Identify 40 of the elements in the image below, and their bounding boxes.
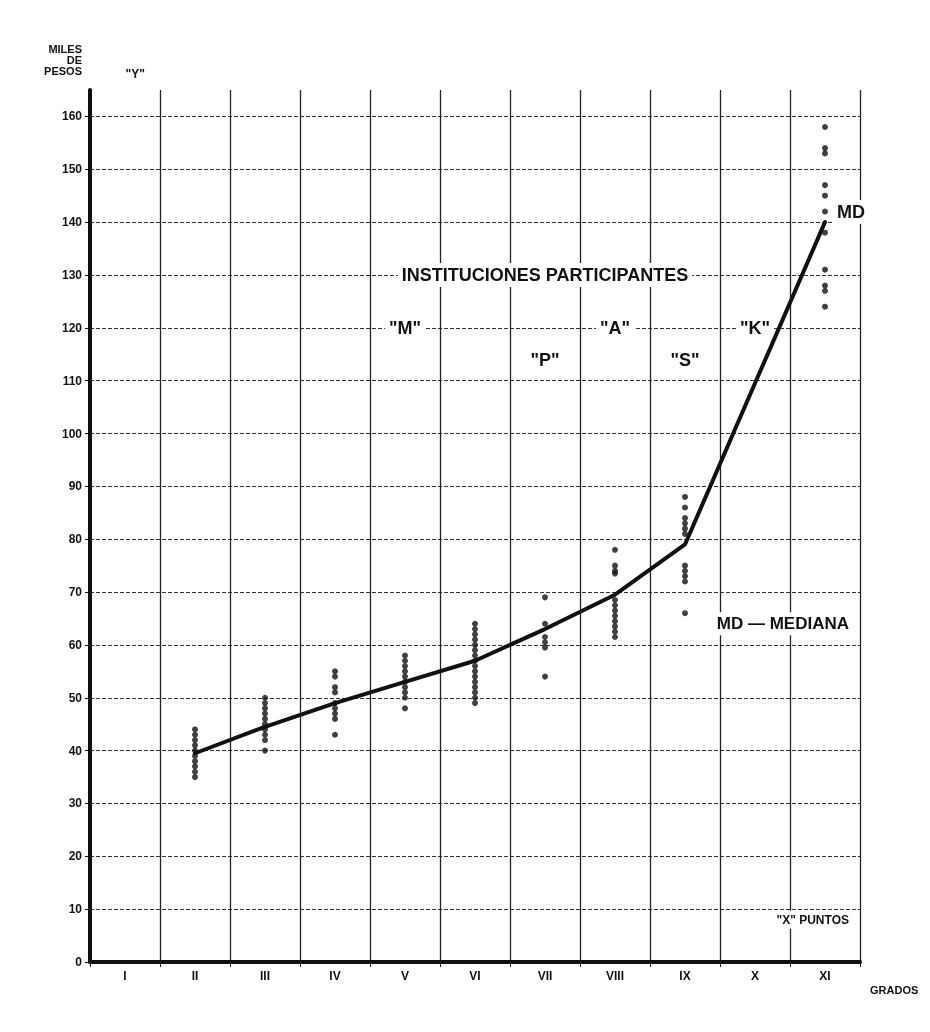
annotation: "S" [670,349,700,370]
y-tick-label: 0 [75,955,83,969]
x-tick-label: VII [537,969,553,983]
x-tick-label: IX [679,969,691,983]
annotation: "P" [530,349,560,370]
x-tick-label: III [259,969,271,983]
y-tick-label: 40 [68,743,83,758]
x-tick-label: VIII [605,969,625,983]
annotation: MD [837,202,865,223]
y-tick-label: 70 [68,585,83,600]
y-tick-label: 120 [61,320,83,335]
annotation: "K" [739,317,771,338]
y-tick-label: 90 [68,479,83,494]
y-tick-label: 20 [68,849,83,864]
y-tick-label: 150 [61,162,83,177]
x-tick-label: IV [329,969,341,983]
y-tick-label: 50 [68,690,83,705]
y-tick-label: 60 [68,637,83,652]
annotation: MD — MEDIANA [716,614,849,634]
y-tick-label: 100 [61,426,83,441]
annotation: INSTITUCIONES PARTICIPANTES [401,264,689,285]
annotation: "A" [599,317,631,338]
x-tick-label: XI [819,969,831,983]
x-tick-label: X [750,969,760,983]
x-tick-label: V [400,969,410,983]
y-tick-label: 110 [62,373,83,388]
x-axis-title: GRADOS [870,983,919,996]
x-tick-label: VI [469,969,481,983]
x-tick-label: I [123,969,127,983]
annotation: "M" [388,317,422,338]
y-tick-label: 160 [61,109,83,124]
y-tick-label: 140 [61,215,83,230]
y-tick-label: 10 [68,902,83,917]
y-tick-label: 80 [68,532,83,547]
y-tick-label: 130 [61,267,83,282]
text: "Y" [125,67,145,82]
x-tick-label: II [191,969,199,983]
y-tick-label: 30 [68,796,83,811]
annotation: "X" PUNTOS [776,912,849,927]
y-axis-title: MILES DE PESOS [44,42,82,77]
